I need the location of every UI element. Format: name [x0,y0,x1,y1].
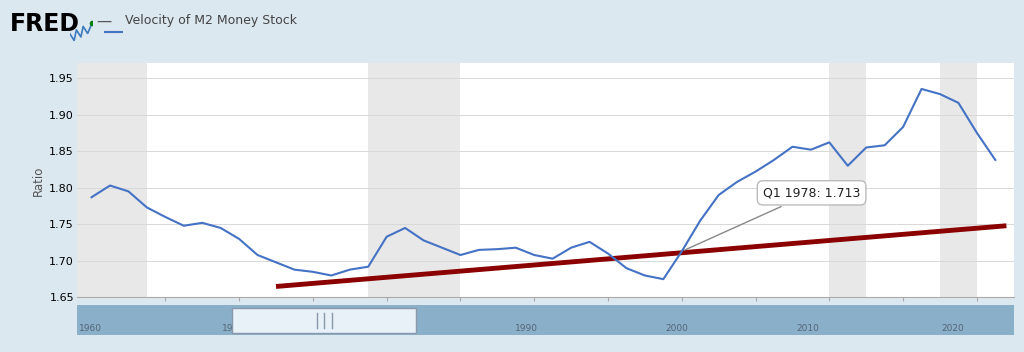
Bar [369,63,461,297]
Text: 1990: 1990 [515,324,538,333]
Text: 2010: 2010 [797,324,819,333]
Bar [73,63,146,297]
FancyBboxPatch shape [232,308,416,333]
Text: Velocity of M2 Money Stock: Velocity of M2 Money Stock [125,14,297,27]
Bar [829,63,866,297]
FancyBboxPatch shape [77,305,1014,335]
Y-axis label: Ratio: Ratio [32,165,45,196]
Bar [940,63,977,297]
Text: 1970: 1970 [222,324,245,333]
Text: FRED: FRED [10,12,80,36]
Text: 2000: 2000 [665,324,688,333]
Text: 2020: 2020 [941,324,965,333]
Text: 1960: 1960 [79,324,102,333]
Text: —: — [96,14,112,29]
Text: Q1 1978: 1.713: Q1 1978: 1.713 [684,186,860,250]
